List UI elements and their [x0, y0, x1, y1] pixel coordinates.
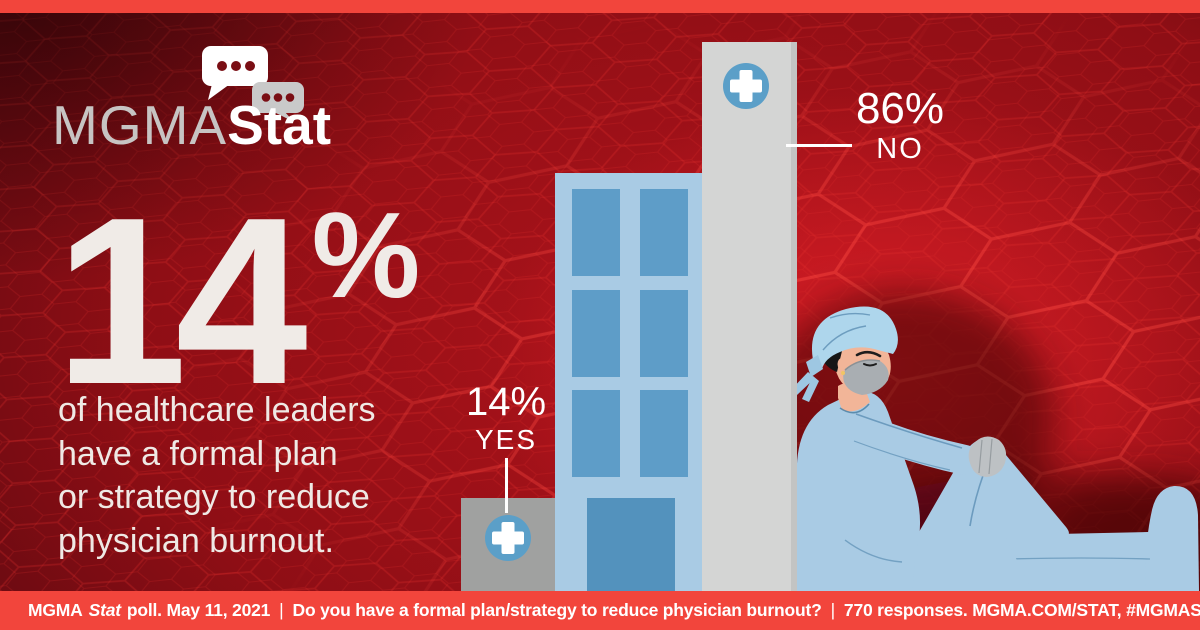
headline-value: 14: [55, 169, 308, 434]
brand-logo: MGMA Stat: [52, 98, 331, 153]
building-window: [572, 189, 620, 276]
ear: [837, 358, 847, 370]
footer-bar: MGMA Stat poll. May 11, 2021 | Do you ha…: [0, 591, 1200, 630]
cap-knot: [806, 355, 823, 377]
brand-name-bold: Stat: [227, 94, 332, 156]
footer-responses: 770 responses. MGMA.COM/STAT, #MGMASTAT: [843, 600, 1200, 620]
headline-stat: 14 %: [55, 183, 420, 421]
footer-divider: |: [279, 600, 284, 620]
building-window: [640, 189, 688, 276]
medical-cross-icon: [485, 515, 531, 561]
no-value: 86%: [855, 84, 945, 133]
yes-callout: 14% YES: [454, 381, 558, 456]
footer-brand-stat: Stat: [88, 600, 121, 620]
building-window: [640, 290, 688, 377]
head: [790, 306, 898, 402]
no-callout: 86% NO: [845, 84, 955, 166]
eye: [863, 363, 877, 367]
no-bar: [702, 42, 797, 591]
face-mask: [843, 360, 889, 395]
building-door: [587, 498, 675, 591]
footer-text: MGMA Stat poll. May 11, 2021 | Do you ha…: [0, 600, 1200, 621]
yes-label: YES: [474, 424, 538, 455]
description-line: physician burnout.: [58, 521, 334, 560]
footer-question: Do you have a formal plan/strategy to re…: [292, 600, 822, 620]
eyebrow: [855, 350, 882, 358]
bent-leg: [885, 439, 1069, 591]
no-label: NO: [876, 133, 924, 166]
medical-cross-icon: [723, 63, 769, 109]
hospital-building: [555, 173, 702, 591]
surgical-cap: [811, 306, 898, 369]
headline-description: of healthcare leaders have a formal plan…: [58, 389, 376, 563]
footer-poll-date: poll. May 11, 2021: [126, 600, 271, 620]
footer-divider: |: [830, 600, 836, 620]
description-line: have a formal plan: [58, 434, 338, 473]
yes-callout-line: [505, 458, 508, 513]
no-callout-line: [786, 144, 852, 147]
yes-value: 14%: [465, 380, 547, 424]
building-window: [572, 390, 620, 477]
earring: [841, 371, 845, 375]
speech-bubbles-icon: [202, 46, 304, 122]
top-accent-bar: [0, 0, 1200, 13]
description-line: of healthcare leaders: [58, 391, 376, 429]
description-line: or strategy to reduce: [58, 478, 370, 516]
burned-out-clinician-illustration: [755, 290, 1200, 617]
headline-percent-sign: %: [311, 187, 421, 323]
footer-brand: MGMA: [28, 600, 83, 620]
building-window: [640, 390, 688, 477]
cap-tie: [790, 372, 819, 402]
glove: [968, 436, 1007, 477]
brand-name-regular: MGMA: [52, 94, 228, 156]
arm: [847, 413, 980, 475]
building-window: [572, 290, 620, 377]
shoe: [1145, 485, 1199, 591]
